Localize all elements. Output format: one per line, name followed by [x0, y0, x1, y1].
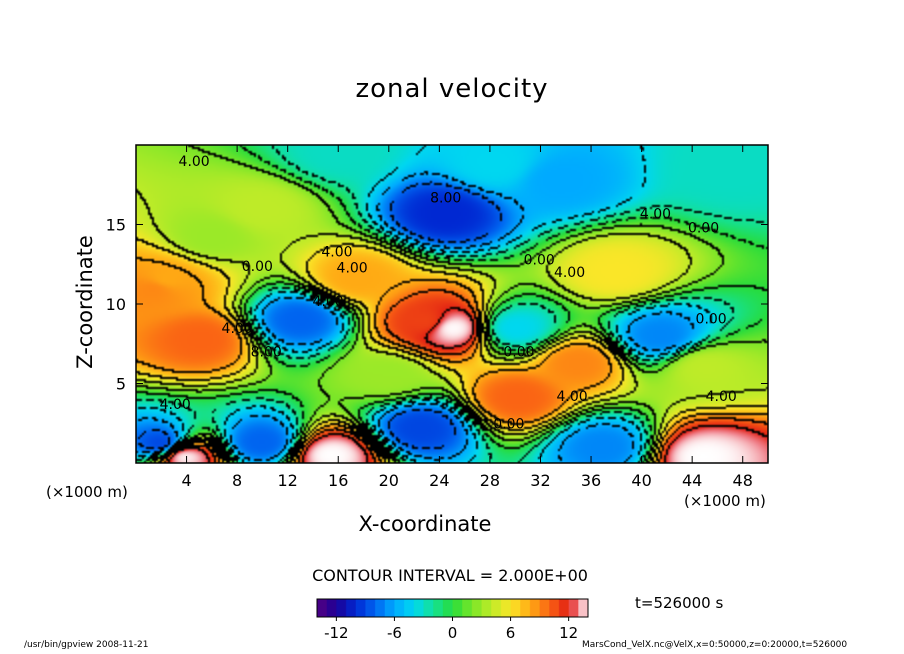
- footer-right: MarsCond_VelX.nc@VelX,x=0:50000,z=0:2000…: [582, 640, 848, 650]
- x-tick-label: 8: [232, 471, 242, 490]
- colorbar-tick-label: -6: [387, 624, 402, 642]
- x-unit-label-right: (×1000 m): [684, 492, 766, 510]
- x-axis-ticks: 4 8 12 16 20 24 28 32 36 40 44 48: [181, 145, 753, 490]
- contour-label: 4.00: [556, 389, 587, 405]
- chart-title: zonal velocity: [355, 74, 549, 104]
- colorbar-tick-label: 0: [448, 624, 458, 642]
- x-tick-label: 4: [181, 471, 191, 490]
- contour-label: 4.00: [313, 294, 344, 310]
- x-tick-label: 40: [631, 471, 651, 490]
- contour-label: 0.00: [696, 311, 727, 327]
- contour-label: 4.00: [554, 265, 585, 281]
- colorbar-tick-label: -12: [324, 624, 349, 642]
- x-tick-label: 32: [530, 471, 550, 490]
- contour-label: 4.00: [160, 397, 191, 413]
- x-unit-label-left: (×1000 m): [46, 483, 128, 501]
- y-tick-label: 15: [106, 216, 126, 235]
- x-tick-label: 28: [480, 471, 500, 490]
- footer-left: /usr/bin/gpview 2008-11-21: [24, 640, 149, 650]
- colorbar-tick-label: 6: [506, 624, 516, 642]
- colorbar-ticks: -12 -6 0 6 12: [324, 617, 578, 642]
- x-tick-label: 16: [328, 471, 348, 490]
- contour-label: 0.00: [242, 259, 273, 275]
- y-tick-label: 5: [116, 375, 126, 394]
- contour-label: 0.00: [493, 416, 524, 432]
- plot-area: 4.008.004.000.004.004.000.00 0.004.004.00…: [136, 145, 768, 463]
- x-tick-label: 36: [581, 471, 601, 490]
- velocity-field: [136, 145, 768, 463]
- x-axis-label: X-coordinate: [358, 512, 492, 536]
- contour-label: 8.00: [251, 345, 282, 361]
- contour-label: 4.00: [222, 321, 253, 337]
- colorbar-gradient: [317, 599, 588, 617]
- contour-label: 4.00: [706, 389, 737, 405]
- contour-label: 0.00: [503, 345, 534, 361]
- contour-labels: 4.008.004.000.004.004.000.00 0.004.004.00…: [160, 154, 737, 432]
- x-tick-label: 12: [278, 471, 298, 490]
- colorbar-tick-label: 12: [559, 624, 578, 642]
- y-axis-label: Z-coordinate: [73, 235, 97, 369]
- x-tick-label: 24: [429, 471, 449, 490]
- contour-interval: CONTOUR INTERVAL = 2.000E+00: [312, 566, 588, 585]
- contour-label: 0.00: [524, 252, 555, 268]
- y-axis-ticks: 5 10 15: [106, 216, 768, 394]
- contour-label: 4.00: [337, 260, 368, 276]
- x-tick-label: 48: [733, 471, 753, 490]
- x-tick-label: 20: [379, 471, 399, 490]
- colorbar: -12 -6 0 6 12: [316, 598, 589, 642]
- x-tick-label: 44: [682, 471, 702, 490]
- contour-label: 4.00: [321, 245, 352, 261]
- contour-label: 8.00: [430, 190, 461, 206]
- contour-label: 4.00: [640, 206, 671, 222]
- time-label: t=526000 s: [635, 594, 724, 612]
- y-tick-label: 10: [106, 295, 126, 314]
- contour-label: 0.00: [688, 221, 719, 237]
- contour-label: 4.00: [179, 154, 210, 170]
